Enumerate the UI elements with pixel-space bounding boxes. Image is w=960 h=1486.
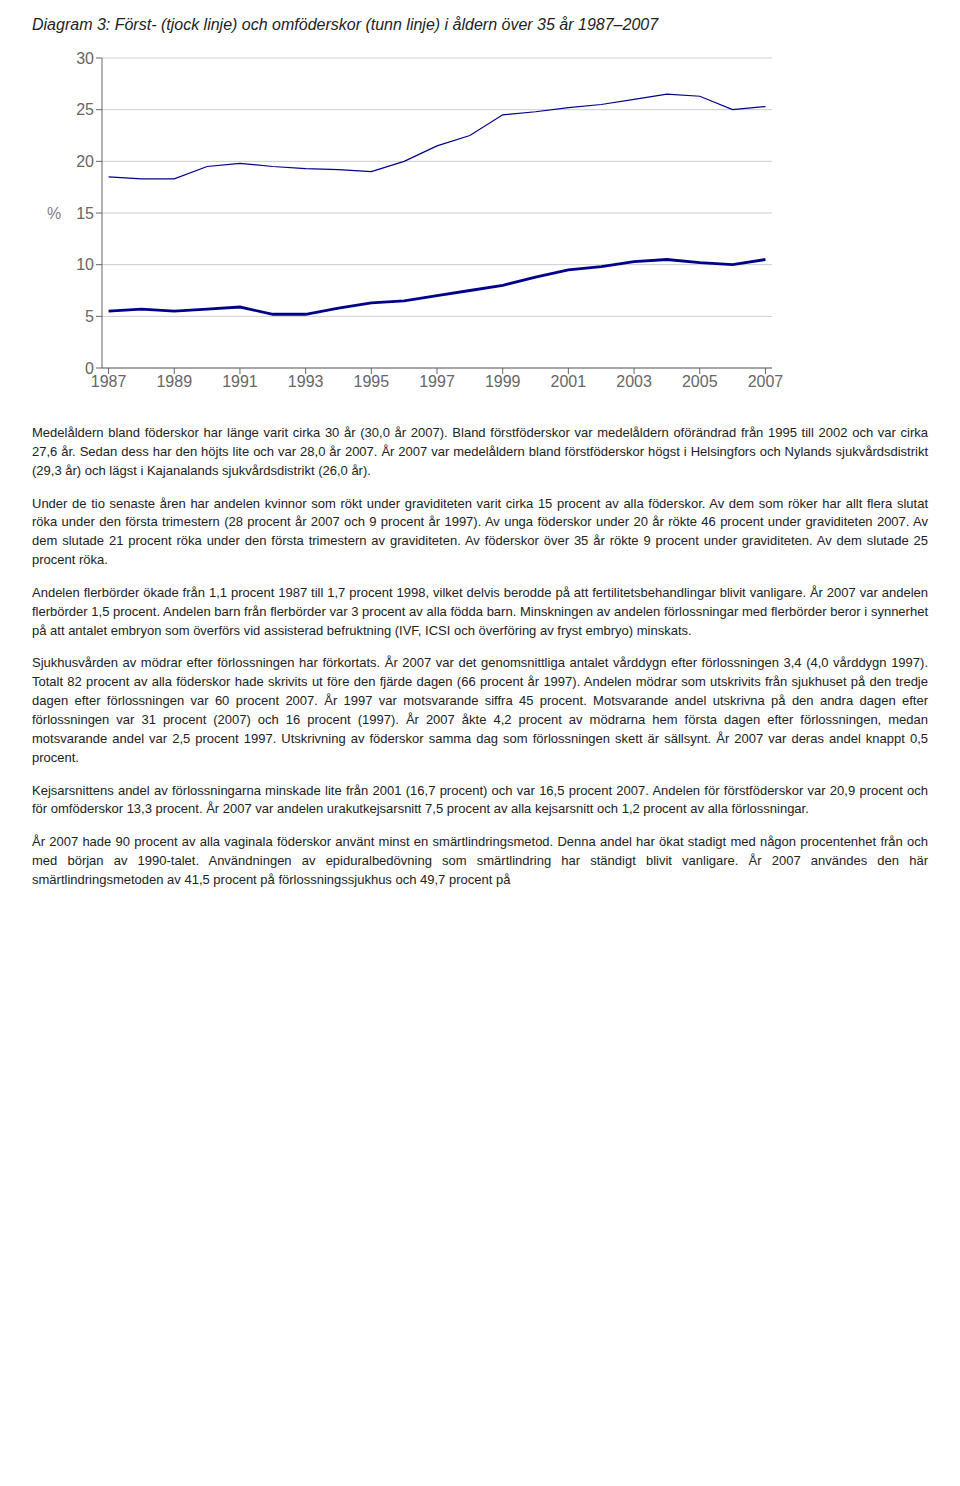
svg-text:1997: 1997 bbox=[419, 373, 455, 390]
svg-text:1991: 1991 bbox=[222, 373, 258, 390]
svg-text:1989: 1989 bbox=[156, 373, 192, 390]
svg-text:2001: 2001 bbox=[551, 373, 587, 390]
svg-text:30: 30 bbox=[76, 50, 94, 67]
svg-text:20: 20 bbox=[76, 153, 94, 170]
svg-text:1987: 1987 bbox=[91, 373, 127, 390]
html-text:Medelåldern bland föderskor ha: Medelåldern bland föderskor har länge va… bbox=[32, 425, 928, 478]
html-text:År 2007 hade 90 procent av all: År 2007 hade 90 procent av alla vaginala… bbox=[32, 834, 928, 887]
html-text:Kejsarsnittens andel av förlos: Kejsarsnittens andel av förlossningarna … bbox=[32, 782, 928, 817]
svg-text:1999: 1999 bbox=[485, 373, 521, 390]
html-text:Sjukhusvården av mödrar efter: Sjukhusvården av mödrar efter förlossnin… bbox=[32, 655, 928, 765]
html-text:Diagram 3: Först- (tjock linje: Diagram 3: Först- (tjock linje) och omfö… bbox=[32, 16, 659, 33]
svg-text:25: 25 bbox=[76, 101, 94, 118]
svg-text:1995: 1995 bbox=[354, 373, 390, 390]
svg-text:%: % bbox=[47, 205, 61, 222]
svg-text:2007: 2007 bbox=[748, 373, 784, 390]
svg-text:0: 0 bbox=[85, 360, 94, 377]
html-text:Under de tio senaste åren har: Under de tio senaste åren har andelen kv… bbox=[32, 495, 928, 568]
html-text:Andelen flerbörder ökade från: Andelen flerbörder ökade från 1,1 procen… bbox=[32, 584, 928, 638]
svg-text:1993: 1993 bbox=[288, 373, 324, 390]
svg-text:2003: 2003 bbox=[616, 373, 652, 390]
svg-text:2005: 2005 bbox=[682, 373, 718, 390]
svg-text:15: 15 bbox=[76, 205, 94, 222]
svg-text:10: 10 bbox=[76, 256, 94, 273]
svg-text:5: 5 bbox=[85, 308, 94, 325]
